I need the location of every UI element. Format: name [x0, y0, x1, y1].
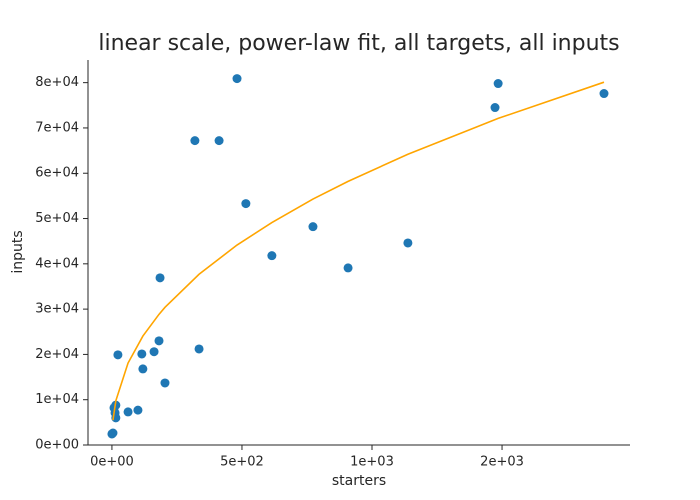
scatter-point [154, 336, 164, 346]
scatter-point [241, 199, 251, 209]
y-tick-label: 8e+04 [35, 75, 79, 90]
y-tick-label: 6e+04 [35, 166, 79, 181]
scatter-point [214, 136, 224, 146]
scatter-point [160, 378, 170, 388]
y-tick-label: 5e+04 [35, 211, 79, 226]
chart-title: linear scale, power-law fit, all targets… [98, 31, 619, 56]
scatter-point [138, 364, 148, 374]
x-tick-label: 2e+03 [480, 455, 524, 470]
y-tick-label: 2e+04 [35, 347, 79, 362]
x-tick-label: 5e+02 [220, 455, 264, 470]
scatter-point [599, 89, 609, 99]
fit-line [112, 81, 605, 421]
y-axis-label: inputs [10, 230, 26, 273]
scatter-point [149, 347, 159, 357]
scatter-point [403, 238, 413, 248]
scatter-point [343, 263, 353, 273]
y-tick-label: 3e+04 [35, 302, 79, 317]
y-tick-label: 0e+00 [35, 438, 79, 453]
scatter-point [113, 350, 123, 360]
scatter-point [133, 405, 143, 415]
scatter-point [137, 349, 147, 359]
y-tick-label: 7e+04 [35, 120, 79, 135]
x-axis-label: starters [332, 473, 386, 489]
scatter-point [493, 79, 503, 89]
y-tick-label: 4e+04 [35, 256, 79, 271]
scatter-point [155, 273, 165, 283]
scatter-point [232, 74, 242, 84]
x-tick-label: 1e+03 [350, 455, 394, 470]
scatter-point [108, 428, 118, 438]
y-tick-label: 1e+04 [35, 392, 79, 407]
scatter-point [123, 407, 133, 417]
scatter-point [194, 344, 204, 354]
scatter-point [490, 103, 500, 113]
scatter-point [308, 222, 318, 232]
x-tick-label: 0e+00 [90, 455, 134, 470]
scatter-point [267, 251, 277, 261]
scatter-point [190, 136, 200, 146]
